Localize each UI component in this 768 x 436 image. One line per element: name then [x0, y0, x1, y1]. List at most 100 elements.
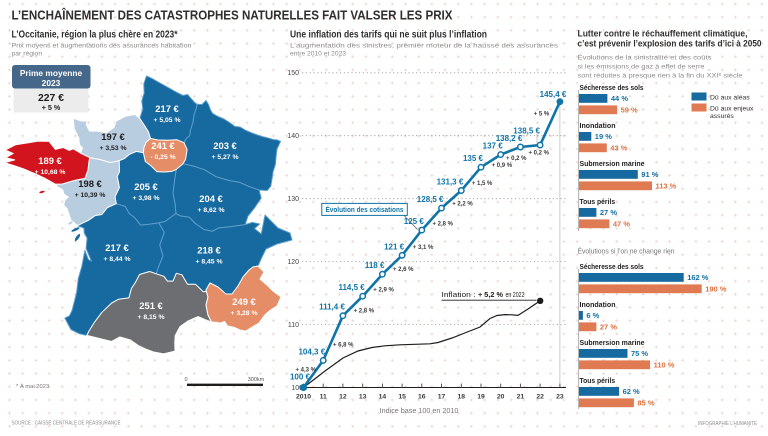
svg-text:INFOGRAPHIE L’HUMANITÉ: INFOGRAPHIE L’HUMANITÉ — [698, 420, 757, 427]
svg-text:+ 2,9 %: + 2,9 % — [373, 287, 394, 294]
svg-text:59 %: 59 % — [621, 105, 638, 114]
svg-text:- 0,25 %: - 0,25 % — [150, 154, 175, 161]
svg-text:6 %: 6 % — [586, 311, 599, 320]
svg-text:+ 5,05 %: + 5,05 % — [153, 117, 180, 124]
svg-text:43 %: 43 % — [610, 143, 627, 152]
svg-text:Inflation :: Inflation : — [442, 290, 476, 299]
svg-text:Tous périls: Tous périls — [580, 376, 616, 385]
svg-text:Une inflation des tarifs qui n: Une inflation des tarifs qui ne suit plu… — [290, 30, 487, 41]
svg-text:100: 100 — [291, 385, 303, 392]
svg-text:si les émissions de gaz à effe: si les émissions de gaz à effet de serre — [578, 64, 705, 71]
svg-text:+ 2,8 %: + 2,8 % — [354, 307, 375, 314]
svg-text:L’Occitanie, région la plus ch: L’Occitanie, région la plus chère en 202… — [12, 30, 178, 41]
svg-text:91 %: 91 % — [641, 170, 658, 179]
svg-text:44 %: 44 % — [611, 94, 628, 103]
svg-text:135 €: 135 € — [463, 154, 484, 163]
svg-text:12: 12 — [339, 394, 347, 401]
svg-text:27 %: 27 % — [600, 208, 617, 217]
svg-text:218 €: 218 € — [197, 244, 221, 255]
svg-text:75 %: 75 % — [631, 349, 648, 358]
svg-text:20: 20 — [497, 394, 505, 401]
svg-text:62 %: 62 % — [623, 387, 640, 396]
svg-text:17: 17 — [438, 394, 446, 401]
svg-text:241 €: 241 € — [151, 140, 175, 151]
svg-text:0: 0 — [184, 377, 187, 383]
svg-text:+ 8,62 %: + 8,62 % — [197, 207, 224, 214]
svg-text:137 €: 137 € — [483, 142, 504, 151]
svg-text:189 €: 189 € — [38, 155, 62, 166]
svg-text:+ 3,1 %: + 3,1 % — [413, 244, 434, 251]
svg-text:11: 11 — [320, 394, 327, 401]
svg-text:131,3 €: 131,3 € — [437, 178, 464, 187]
svg-text:110: 110 — [288, 322, 299, 329]
svg-text:+ 2,8 %: + 2,8 % — [433, 220, 454, 227]
svg-text:138,2 €: 138,2 € — [496, 134, 523, 143]
svg-text:18: 18 — [458, 394, 466, 401]
svg-text:+ 5,2 %: + 5,2 % — [478, 290, 504, 299]
svg-text:204 €: 204 € — [199, 193, 223, 204]
svg-text:c’est prévenir l’explosion des: c’est prévenir l’explosion des tarifs d’… — [578, 39, 762, 50]
svg-text:+ 0,9 %: + 0,9 % — [492, 162, 512, 169]
svg-text:Submersion marine: Submersion marine — [580, 159, 645, 168]
svg-text:47 %: 47 % — [613, 219, 630, 228]
svg-text:2010: 2010 — [296, 394, 311, 401]
svg-text:+ 4,3 %: + 4,3 % — [296, 367, 317, 374]
svg-text:205 €: 205 € — [134, 181, 158, 192]
svg-text:2023: 2023 — [42, 78, 61, 88]
svg-text:140: 140 — [287, 133, 299, 140]
svg-text:+ 10,68 %: + 10,68 % — [35, 169, 66, 176]
svg-text:19 %: 19 % — [595, 132, 612, 141]
svg-text:113 %: 113 % — [656, 181, 677, 190]
svg-text:par région: par région — [12, 51, 43, 58]
svg-text:L’ENCHAÎNEMENT DES CATASTROPHE: L’ENCHAÎNEMENT DES CATASTROPHES NATURELL… — [12, 8, 453, 23]
svg-text:+ 5,27 %: + 5,27 % — [211, 154, 238, 161]
svg-text:121 €: 121 € — [384, 242, 405, 251]
svg-text:+ 3,53 %: + 3,53 % — [99, 145, 126, 152]
svg-text:110 %: 110 % — [654, 360, 675, 369]
svg-text:125 €: 125 € — [404, 217, 425, 226]
svg-text:114,5 €: 114,5 € — [338, 283, 365, 292]
svg-text:111,4 €: 111,4 € — [319, 303, 345, 312]
svg-text:22: 22 — [536, 394, 544, 401]
svg-text:27 %: 27 % — [600, 322, 617, 331]
svg-text:217 €: 217 € — [155, 103, 179, 114]
svg-text:+ 6,8 %: + 6,8 % — [333, 342, 354, 349]
svg-text:138,5 €: 138,5 € — [513, 127, 540, 136]
svg-text:162 %: 162 % — [687, 273, 709, 282]
svg-text:+ 8,15 %: + 8,15 % — [137, 314, 164, 321]
svg-text:Évolutions si l’on ne change r: Évolutions si l’on ne change rien — [578, 247, 675, 256]
svg-text:217 €: 217 € — [105, 242, 129, 253]
svg-text:Dû aux aléas: Dû aux aléas — [710, 95, 750, 102]
svg-text:145,4 €: 145,4 € — [540, 90, 567, 99]
svg-text:assurés: assurés — [710, 113, 734, 120]
svg-text:SOURCE : CAISSE CENTRALE DE RÉ: SOURCE : CAISSE CENTRALE DE RÉASSURANCE — [12, 420, 121, 427]
svg-text:23: 23 — [556, 394, 564, 401]
svg-text:Évolutions de la sinistralité: Évolutions de la sinistralité et des coû… — [578, 53, 713, 62]
svg-text:+ 2,6 %: + 2,6 % — [393, 266, 414, 273]
svg-text:198 €: 198 € — [78, 178, 102, 189]
svg-text:+ 2,2 %: + 2,2 % — [452, 201, 473, 208]
svg-text:+ 0,2 %: + 0,2 % — [506, 155, 527, 162]
svg-text:300km: 300km — [248, 377, 265, 383]
svg-text:16: 16 — [418, 394, 426, 401]
svg-text:249 €: 249 € — [232, 296, 256, 307]
svg-text:Tous périls: Tous périls — [580, 197, 616, 206]
svg-text:85 %: 85 % — [637, 398, 654, 407]
svg-text:Sécheresse des sols: Sécheresse des sols — [580, 262, 644, 271]
svg-text:Indice base 100 en 2010: Indice base 100 en 2010 — [380, 406, 459, 415]
svg-text:128,5 €: 128,5 € — [417, 195, 444, 204]
svg-text:+ 0,2 %: + 0,2 % — [529, 150, 550, 157]
svg-text:Prix moyens et augmentations d: Prix moyens et augmentations des assuran… — [12, 43, 192, 50]
svg-text:* À mai 2023: * À mai 2023 — [16, 383, 49, 390]
svg-text:Lutter contre le réchauffement: Lutter contre le réchauffement climatiqu… — [578, 29, 748, 40]
svg-text:130: 130 — [287, 196, 299, 203]
svg-text:190 %: 190 % — [705, 284, 727, 293]
svg-text:227 €: 227 € — [38, 93, 64, 104]
svg-text:+ 5 %: + 5 % — [42, 103, 61, 112]
svg-text:Submersion marine: Submersion marine — [580, 338, 645, 347]
svg-text:Sécheresse des sols: Sécheresse des sols — [580, 83, 644, 92]
svg-text:entre 2010 et 2023: entre 2010 et 2023 — [290, 51, 346, 58]
svg-text:L’augmentation des sinistres,: L’augmentation des sinistres, premier mo… — [290, 43, 559, 50]
svg-text:Inondation: Inondation — [580, 300, 616, 309]
svg-text:sont réduites à presque rien à: sont réduites à presque rien à la fin du… — [578, 73, 743, 80]
